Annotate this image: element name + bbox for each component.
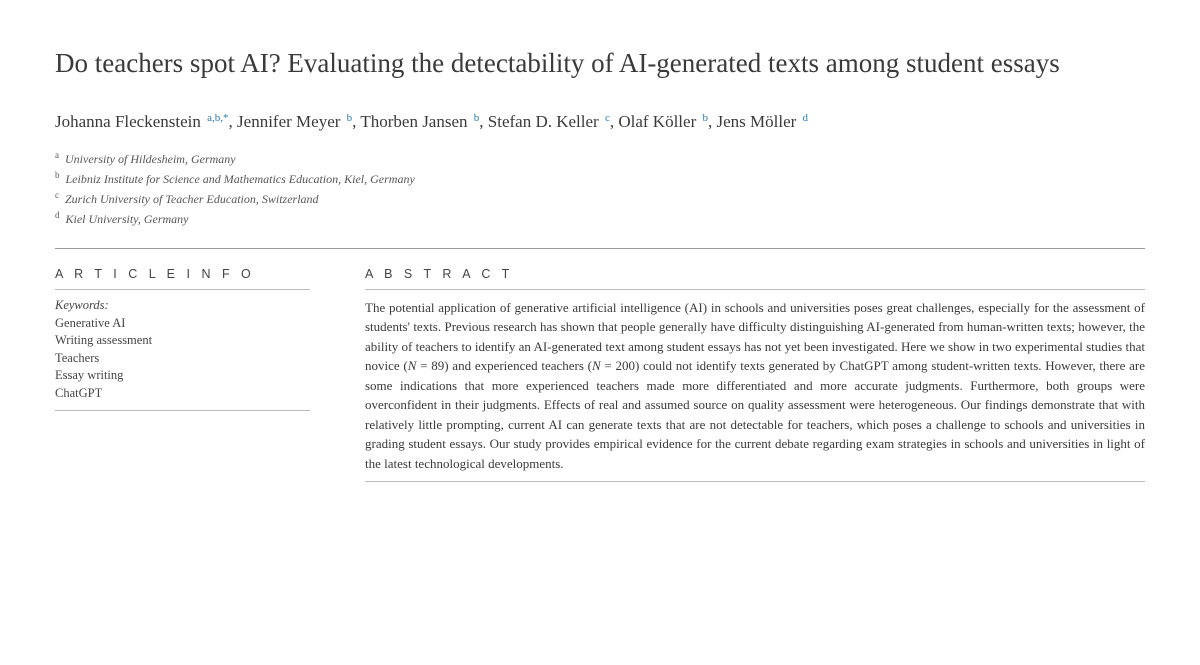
affiliation-item: d Kiel University, Germany	[55, 209, 1145, 228]
thin-divider	[55, 289, 310, 290]
thin-divider	[365, 481, 1145, 482]
author-list: Johanna Fleckenstein a,b,*, Jennifer Mey…	[55, 109, 1145, 135]
article-info-header: A R T I C L E I N F O	[55, 267, 310, 281]
divider	[55, 248, 1145, 249]
affiliation-item: a University of Hildesheim, Germany	[55, 149, 1145, 168]
abstract-text: The potential application of generative …	[365, 298, 1145, 474]
abstract-header: A B S T R A C T	[365, 267, 1145, 281]
keyword-item: Essay writing	[55, 367, 310, 385]
keyword-item: ChatGPT	[55, 385, 310, 403]
affiliation-item: c Zurich University of Teacher Education…	[55, 189, 1145, 208]
keywords-list: Generative AIWriting assessmentTeachersE…	[55, 315, 310, 403]
thin-divider	[55, 410, 310, 411]
keyword-item: Generative AI	[55, 315, 310, 333]
article-info-column: A R T I C L E I N F O Keywords: Generati…	[55, 267, 310, 491]
keyword-item: Writing assessment	[55, 332, 310, 350]
abstract-column: A B S T R A C T The potential applicatio…	[365, 267, 1145, 491]
article-title: Do teachers spot AI? Evaluating the dete…	[55, 45, 1145, 81]
keywords-label: Keywords:	[55, 298, 310, 313]
thin-divider	[365, 289, 1145, 290]
affiliations-block: a University of Hildesheim, Germanyb Lei…	[55, 149, 1145, 228]
keyword-item: Teachers	[55, 350, 310, 368]
affiliation-item: b Leibniz Institute for Science and Math…	[55, 169, 1145, 188]
